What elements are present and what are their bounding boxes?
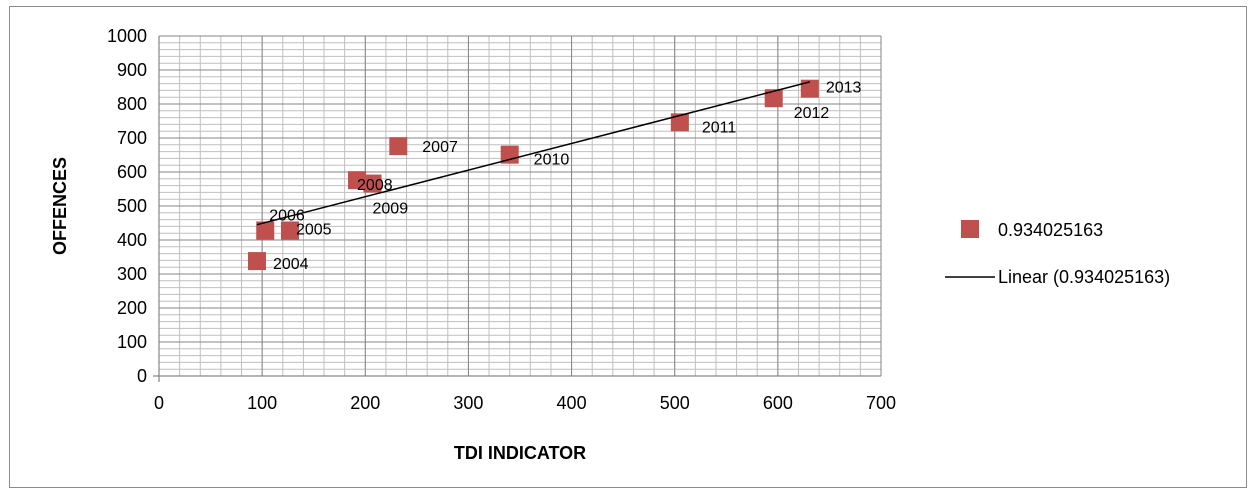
x-tick-label: 0 (154, 393, 164, 413)
data-point (389, 137, 408, 156)
x-tick-label: 700 (866, 393, 896, 413)
data-point (247, 252, 266, 271)
data-point (800, 79, 819, 98)
data-label: 2011 (702, 119, 737, 136)
x-tick-label: 300 (453, 393, 483, 413)
scatter-chart: 0 100 200 300 400 500 600 700 800 900 1000 0 100 200 3… (50, 26, 1170, 463)
data-label: 2012 (794, 105, 830, 122)
data-point (363, 174, 382, 193)
data-label: 2004 (273, 256, 309, 273)
x-tick-label: 500 (660, 393, 690, 413)
chart-area: 0 100 200 300 400 500 600 700 800 900 1000 0 100 200 3… (9, 6, 1247, 488)
x-tick-label: 600 (763, 393, 793, 413)
legend-label-series: 0.934025163 (998, 220, 1103, 240)
x-tick-label: 100 (247, 393, 277, 413)
y-axis-title: OFFENCES (50, 157, 70, 255)
legend-label-trendline: Linear (0.934025163) (998, 267, 1170, 287)
major-gridlines (158, 35, 882, 377)
y-tick-label: 300 (117, 264, 147, 284)
data-point (348, 171, 367, 190)
data-point (670, 113, 689, 132)
trendline (256, 81, 811, 226)
data-label: 2005 (296, 221, 332, 238)
y-tick-label: 200 (117, 298, 147, 318)
x-axis-title: TDI INDICATOR (454, 443, 586, 463)
y-tick-label: 500 (117, 196, 147, 216)
y-tick-label: 700 (117, 128, 147, 148)
data-point (764, 89, 783, 108)
data-point (500, 145, 519, 164)
y-tick-label: 100 (117, 332, 147, 352)
data-label: 2006 (269, 207, 305, 224)
y-tick-label: 900 (117, 60, 147, 80)
data-label: 2008 (357, 177, 393, 194)
y-tick-label: 800 (117, 94, 147, 114)
y-tick-label: 0 (137, 366, 147, 386)
data-label: 2007 (422, 139, 458, 156)
x-tick-label: 400 (557, 393, 587, 413)
y-tick-label: 400 (117, 230, 147, 250)
x-tick-label: 200 (350, 393, 380, 413)
y-tick-label: 1000 (107, 26, 147, 46)
data-label: 2013 (826, 80, 862, 97)
data-label: 2010 (534, 152, 570, 169)
data-point (256, 221, 275, 240)
legend-marker (961, 220, 979, 238)
data-label: 2009 (373, 201, 409, 218)
data-point (280, 221, 299, 240)
y-tick-label: 600 (117, 162, 147, 182)
